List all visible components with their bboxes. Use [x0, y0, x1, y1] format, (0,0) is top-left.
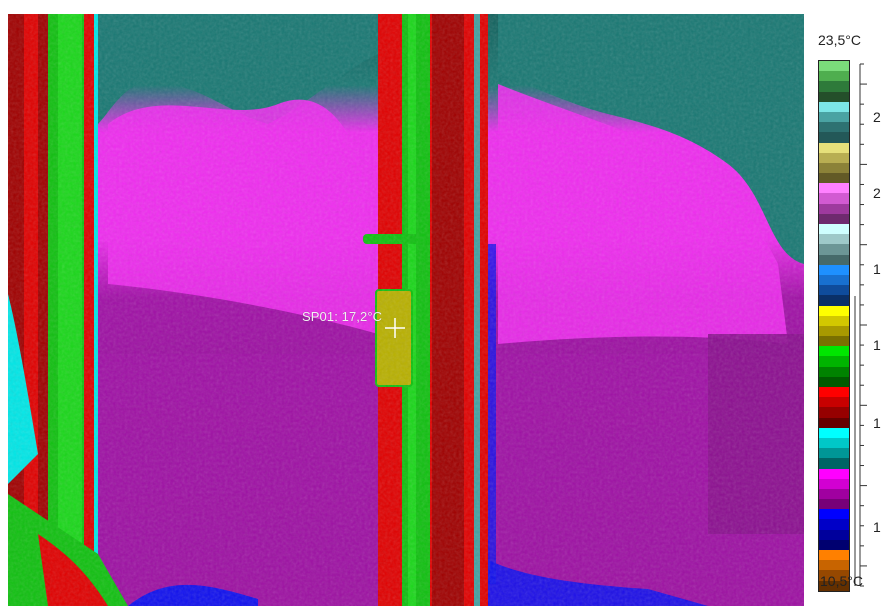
palette-swatch [819, 142, 849, 153]
scale-tick-label: 1 [873, 337, 881, 353]
palette-swatch [819, 376, 849, 387]
palette-swatch [819, 111, 849, 123]
palette-swatch [819, 213, 849, 224]
palette-swatch [819, 550, 849, 561]
palette-swatch [819, 101, 849, 112]
palette-swatch [819, 152, 849, 163]
palette-swatch [819, 234, 849, 245]
palette-swatch [819, 336, 849, 347]
scale-tick-label: 1 [873, 415, 881, 431]
scale-tick-label: 2 [873, 109, 881, 125]
palette-swatch [819, 193, 849, 204]
palette-swatch [819, 264, 849, 275]
palette-swatch [819, 448, 849, 459]
palette-swatch [819, 285, 849, 296]
temperature-scale: 2 2 1 1 1 1 [854, 63, 881, 587]
scale-tick-label: 1 [873, 261, 881, 277]
palette-swatch [819, 224, 849, 235]
palette-swatch [819, 570, 849, 581]
palette-swatch [819, 509, 849, 520]
palette-swatch [819, 305, 849, 316]
palette-swatch [819, 295, 849, 306]
palette-swatch [819, 61, 849, 72]
palette-swatch [819, 468, 849, 479]
palette-swatch [819, 81, 849, 92]
palette-swatch [819, 478, 849, 489]
scale-tick-label: 1 [873, 519, 881, 535]
palette-swatch [819, 499, 849, 510]
thermal-image: SP01: 17,2°C [8, 14, 804, 606]
palette-color-bar [818, 60, 850, 592]
thermal-scene [8, 14, 804, 606]
palette-swatch [819, 91, 849, 102]
palette-swatch [819, 132, 849, 143]
palette-swatch [819, 397, 849, 408]
palette-swatch [819, 519, 849, 530]
palette-swatch [819, 122, 849, 133]
palette-swatch [819, 580, 849, 591]
palette-swatch [819, 183, 849, 194]
sensor-noise-overlay [8, 14, 804, 606]
palette-swatch [819, 173, 849, 184]
palette-swatch [819, 560, 849, 571]
scale-max-label: 23,5°C [818, 32, 861, 48]
palette-swatch [819, 366, 849, 377]
scale-tick-label: 2 [873, 185, 881, 201]
palette-swatch [819, 427, 849, 438]
palette-swatch [819, 407, 849, 418]
palette-swatch [819, 488, 849, 500]
palette-swatch [819, 437, 849, 449]
palette-swatch [819, 315, 849, 326]
spot-crosshair-icon [385, 318, 405, 338]
palette-swatch [819, 254, 849, 265]
palette-swatch [819, 387, 849, 398]
palette-swatch [819, 244, 849, 255]
palette-swatch [819, 539, 849, 550]
palette-swatch [819, 356, 849, 367]
palette-swatch [819, 325, 849, 337]
palette-swatch [819, 417, 849, 428]
palette-swatch [819, 529, 849, 540]
palette-swatch [819, 458, 849, 469]
palette-swatch [819, 346, 849, 357]
palette-swatch [819, 162, 849, 174]
palette-swatch [819, 203, 849, 214]
spot-measurement-label: SP01: 17,2°C [302, 309, 383, 324]
scale-min-label: 10,5°C [820, 573, 863, 589]
palette-swatch [819, 274, 849, 286]
palette-swatch [819, 71, 849, 82]
